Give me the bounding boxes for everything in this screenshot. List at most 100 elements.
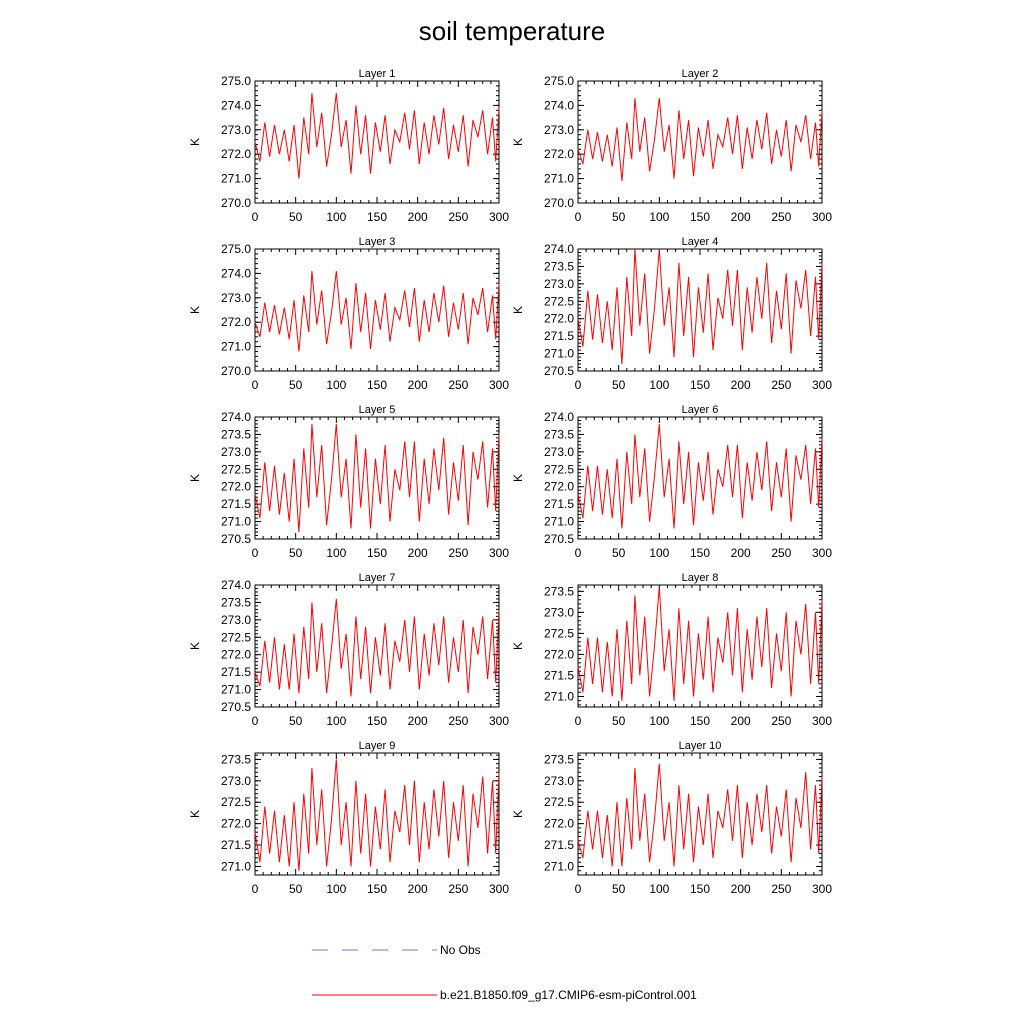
series-line: [577, 248, 823, 365]
panel-title: Layer 2: [682, 68, 719, 80]
plot-frame: [577, 248, 823, 372]
y-tick-label: 270.5: [221, 700, 251, 714]
x-tick-label: 250: [771, 714, 791, 728]
x-tick-label: 250: [771, 378, 791, 392]
y-tick-label: 273.0: [221, 774, 251, 788]
y-axis-label: K: [188, 642, 202, 650]
x-tick-label: 150: [690, 378, 710, 392]
x-tick-label: 100: [649, 210, 669, 224]
x-tick-label: 150: [690, 882, 710, 896]
panel-title: Layer 7: [359, 572, 396, 584]
y-tick-label: 272.0: [544, 647, 574, 661]
y-tick-label: 274.0: [544, 410, 574, 424]
x-tick-label: 100: [649, 714, 669, 728]
x-tick-label: 150: [367, 210, 387, 224]
x-tick-label: 150: [367, 546, 387, 560]
x-tick-label: 200: [731, 714, 751, 728]
y-tick-label: 271.0: [544, 347, 574, 361]
series-line: [577, 423, 823, 529]
x-tick-label: 150: [690, 714, 710, 728]
x-tick-label: 50: [289, 546, 303, 560]
y-axis-label: K: [511, 474, 525, 482]
x-tick-label: 300: [812, 546, 832, 560]
x-tick-label: 250: [771, 546, 791, 560]
series-line: [254, 93, 500, 179]
y-tick-label: 272.0: [544, 817, 574, 831]
y-tick-label: 274.0: [221, 98, 251, 112]
x-tick-label: 150: [367, 882, 387, 896]
y-tick-label: 273.5: [544, 259, 574, 273]
panel-title: Layer 1: [359, 68, 396, 80]
panel-layer-6: Layer 6 K 270.5 271.0 271.5 272.0 272.5 273.0 27…: [511, 404, 832, 560]
panel-layer-1: Layer 1 K 270.0 271.0 272.0 273.0 274.0 275.0 0 5…: [188, 68, 509, 224]
x-tick-label: 150: [367, 714, 387, 728]
series-line: [254, 270, 500, 352]
y-tick-label: 273.5: [221, 595, 251, 609]
plot-frame: [577, 752, 823, 876]
x-tick-label: 300: [489, 882, 509, 896]
x-tick-label: 200: [731, 210, 751, 224]
panel-layer-2: Layer 2 K 270.0 271.0 272.0 273.0 274.0 275.0 0 5…: [511, 68, 832, 224]
x-tick-label: 250: [448, 714, 468, 728]
y-axis-label: K: [511, 306, 525, 314]
y-tick-label: 274.0: [221, 266, 251, 280]
y-tick-label: 273.5: [221, 427, 251, 441]
y-tick-label: 271.0: [544, 172, 574, 186]
chart-panels: Layer 1 K 270.0 271.0 272.0 273.0 274.0 275.0 0 5…: [188, 68, 832, 896]
panel-layer-4: Layer 4 K 270.5 271.0 271.5 272.0 272.5 273.0 27…: [511, 236, 832, 392]
y-tick-label: 275.0: [221, 242, 251, 256]
y-axis-label: K: [511, 138, 525, 146]
y-tick-label: 271.5: [544, 497, 574, 511]
y-tick-label: 273.0: [544, 445, 574, 459]
x-tick-label: 0: [252, 714, 259, 728]
y-tick-label: 272.5: [221, 630, 251, 644]
y-tick-label: 272.0: [544, 480, 574, 494]
y-tick-label: 273.0: [221, 291, 251, 305]
x-tick-label: 100: [649, 882, 669, 896]
x-tick-label: 150: [367, 378, 387, 392]
y-tick-label: 272.0: [221, 817, 251, 831]
x-tick-label: 200: [408, 546, 428, 560]
plot-frame: [254, 752, 500, 876]
y-tick-label: 271.0: [544, 689, 574, 703]
y-tick-label: 272.0: [221, 315, 251, 329]
x-tick-label: 0: [575, 546, 582, 560]
y-tick-label: 273.5: [544, 584, 574, 598]
y-tick-label: 274.0: [544, 242, 574, 256]
panel-layer-9: Layer 9 K 271.0 271.5 272.0 272.5 273.0 273.5 0 5…: [188, 740, 509, 896]
x-tick-label: 100: [326, 714, 346, 728]
figure-title: soil temperature: [419, 16, 605, 46]
y-tick-label: 270.0: [221, 364, 251, 378]
y-tick-label: 274.0: [544, 98, 574, 112]
x-tick-label: 250: [448, 546, 468, 560]
x-tick-label: 0: [575, 882, 582, 896]
y-tick-label: 270.5: [544, 364, 574, 378]
y-tick-label: 273.0: [544, 123, 574, 137]
x-tick-label: 200: [408, 882, 428, 896]
y-tick-label: 271.0: [221, 683, 251, 697]
panel-title: Layer 6: [682, 404, 719, 416]
y-tick-label: 271.0: [221, 340, 251, 354]
y-tick-label: 270.5: [544, 532, 574, 546]
y-tick-label: 270.0: [221, 196, 251, 210]
x-tick-label: 50: [289, 378, 303, 392]
x-tick-label: 200: [731, 546, 751, 560]
x-tick-label: 100: [326, 882, 346, 896]
x-tick-label: 150: [690, 210, 710, 224]
y-tick-label: 272.5: [544, 462, 574, 476]
x-tick-label: 100: [649, 546, 669, 560]
y-tick-label: 272.5: [221, 462, 251, 476]
y-tick-label: 271.0: [221, 515, 251, 529]
y-tick-label: 271.5: [221, 665, 251, 679]
x-tick-label: 200: [408, 378, 428, 392]
y-tick-label: 272.0: [221, 147, 251, 161]
x-tick-label: 50: [612, 882, 626, 896]
panel-layer-5: Layer 5 K 270.5 271.0 271.5 272.0 272.5 273.0 27…: [188, 404, 509, 560]
panel-title: Layer 4: [682, 236, 719, 248]
y-tick-label: 273.0: [544, 277, 574, 291]
y-tick-label: 275.0: [544, 74, 574, 88]
x-tick-label: 250: [448, 882, 468, 896]
x-tick-label: 100: [649, 378, 669, 392]
x-tick-label: 250: [448, 210, 468, 224]
y-tick-label: 273.0: [544, 774, 574, 788]
